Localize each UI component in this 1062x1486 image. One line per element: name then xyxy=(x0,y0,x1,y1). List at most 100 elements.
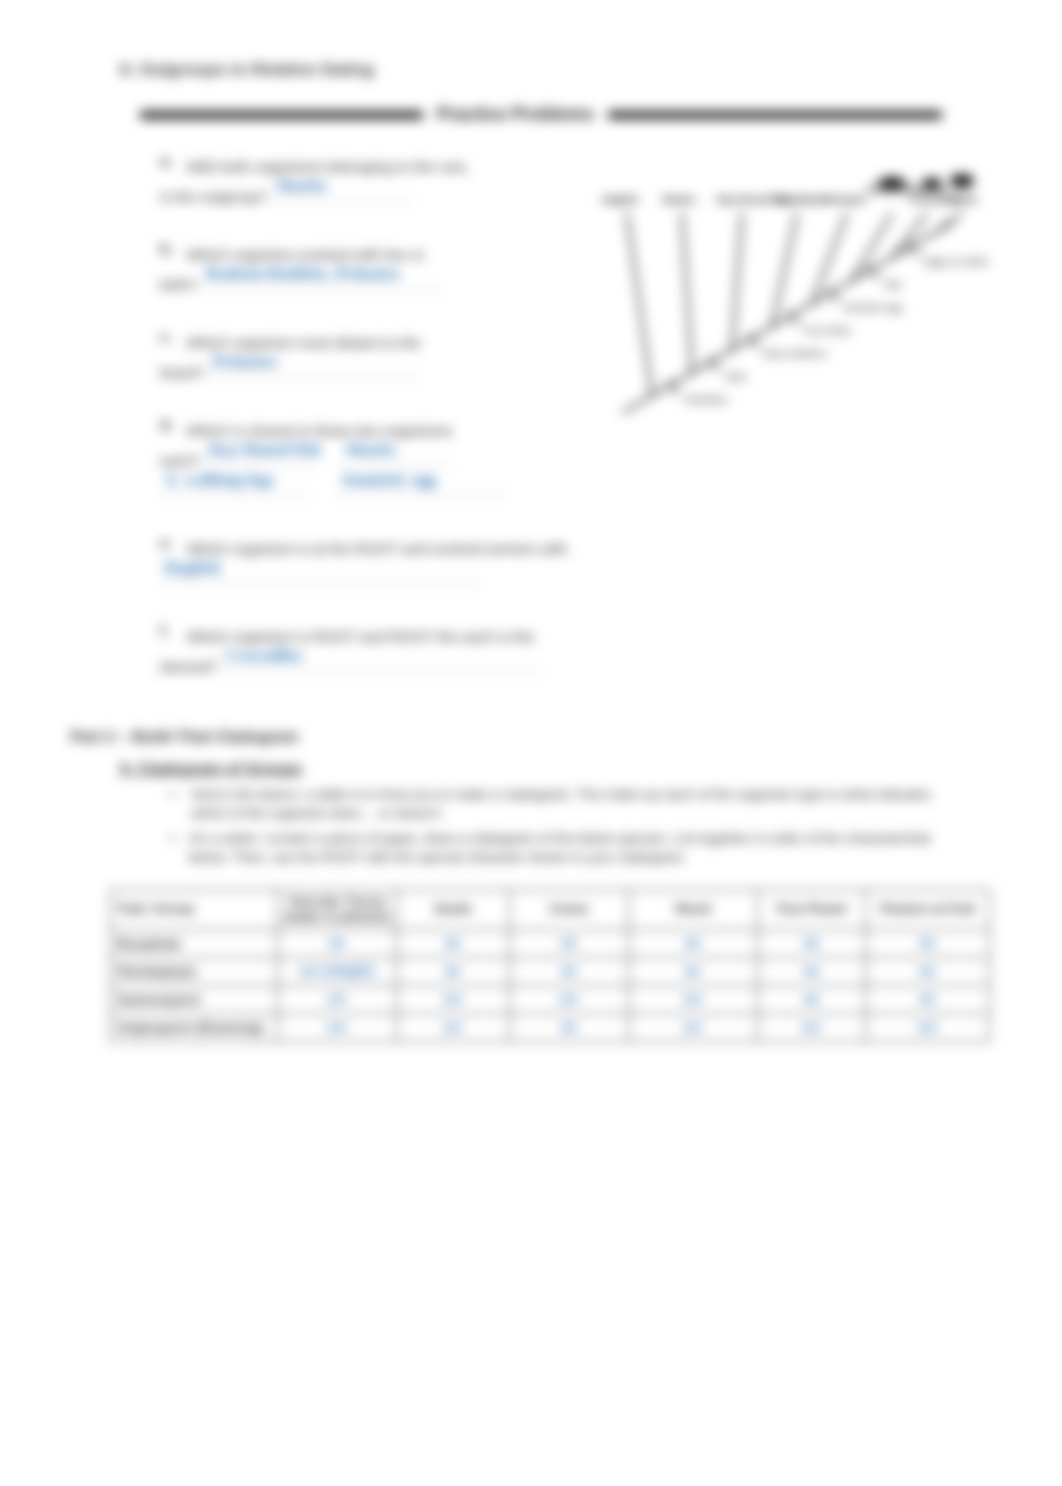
question-b: b. Which organism evolved with live or b… xyxy=(160,241,582,301)
q-text-b: is the outgroup? xyxy=(160,189,268,206)
cell-value: yes xyxy=(327,991,347,1007)
answer: Crocodiles xyxy=(226,639,303,673)
answer: Hagfish xyxy=(164,551,221,585)
bullet-text: On a white / scratch a piece of paper, d… xyxy=(189,829,962,867)
cell-value: yes xyxy=(917,1019,937,1035)
sub-heading: 9. Cladogram of Groups xyxy=(120,761,992,779)
table-header-row: Trait / Group Vascular Tissue (water & p… xyxy=(111,889,990,930)
section2-title: Part 2 – Build That Cladogram xyxy=(70,729,992,747)
col-header: Vascular Tissue (water & phloem) xyxy=(278,889,397,930)
cell-value: no xyxy=(804,991,820,1007)
table-row: Gymnosperm yes yes yes yes no no xyxy=(111,986,990,1014)
cell-value: yes xyxy=(443,991,463,1007)
q-text-b: lizard? xyxy=(160,365,204,382)
cladogram-diagram: Hagfish Sharks Ray-finned fish Amphibian… xyxy=(592,153,992,433)
answer: Ray-finned fish xyxy=(209,433,321,467)
col-header: Seeds xyxy=(396,889,509,930)
answer-blank: Amniotic egg xyxy=(336,480,506,497)
answer: Sharks xyxy=(345,433,396,467)
cell-value: no xyxy=(685,963,701,979)
cell-value: yes xyxy=(559,991,579,1007)
bullet-marker: • xyxy=(170,829,179,867)
cell-value: yes xyxy=(683,991,703,1007)
cell-value: no xyxy=(920,963,936,979)
q-num: a. xyxy=(160,153,182,170)
cell-value: no xyxy=(804,935,820,951)
edge-label: Hair xyxy=(884,280,903,291)
question-list: a. With both organisms belonging to the … xyxy=(160,153,582,711)
bullet-item: • Here's the basics: a table is in front… xyxy=(170,785,962,823)
q-num: e. xyxy=(160,535,182,552)
answer: Rodents/Rabbits, Primates xyxy=(206,257,401,291)
tip-label: Amphibians xyxy=(772,195,830,206)
cell-value: yes (simple) xyxy=(299,963,374,979)
cell-value: no xyxy=(561,963,577,979)
q-num: b. xyxy=(160,241,182,258)
q-num: f. xyxy=(160,623,182,640)
rule-right xyxy=(608,111,942,119)
question-d: d. Which is closest to these two organis… xyxy=(160,417,582,507)
section-lead: 8. Outgroups to Relative Dating xyxy=(120,60,992,80)
question-e: e. Which organism is at the ROOT and evo… xyxy=(160,535,582,595)
answer: Amniotic egg xyxy=(340,463,436,497)
edge-label: Four limbs xyxy=(804,326,851,337)
cell-value: no xyxy=(685,935,701,951)
col-header: Wood xyxy=(628,889,757,930)
edge-label: Vertebrae xyxy=(684,395,728,406)
edge-label: Amniotic egg xyxy=(844,303,902,314)
edge-label: Eggs w/ shells xyxy=(924,257,988,268)
row-label: Pteridophyte xyxy=(111,958,278,986)
answer: Primates xyxy=(212,345,277,379)
practice-title-row: Practice Problems xyxy=(140,104,942,125)
cell-value: yes xyxy=(683,1019,703,1035)
edge-label: Bony skeleton xyxy=(764,349,827,360)
cell-value: yes xyxy=(327,1019,347,1035)
cell-value: no xyxy=(804,963,820,979)
answer-blank: Primates xyxy=(208,362,418,379)
tip-label: Primates xyxy=(824,195,867,206)
cell-value: no xyxy=(561,1019,577,1035)
tip-label: Birds xyxy=(952,195,978,206)
tip-label: Sharks xyxy=(662,195,696,206)
q-text: With both organisms belonging to the roo… xyxy=(186,159,468,176)
table-row: Bryophyte no no no no no no xyxy=(111,930,990,958)
q-num: d. xyxy=(160,417,182,434)
table-row: Pteridophyte yes (simple) no no no no no xyxy=(111,958,990,986)
tip-label: Hagfish xyxy=(602,195,639,206)
q-text-b: birth? xyxy=(160,277,198,294)
col-header: Cones xyxy=(510,889,629,930)
question-c: c. Which organism most distant to the li… xyxy=(160,329,582,389)
cell-value: no xyxy=(920,935,936,951)
question-a: a. With both organisms belonging to the … xyxy=(160,153,582,213)
q-text: Which organism is at the ROOT and evolve… xyxy=(186,541,567,558)
table-row: Angiosperm (flowering) yes yes no yes ye… xyxy=(111,1014,990,1042)
cell-value: yes xyxy=(443,1019,463,1035)
trait-table: Trait / Group Vascular Tissue (water & p… xyxy=(110,889,990,1043)
answer-blank: Hagfish xyxy=(160,568,480,585)
answer-blank: A. walking legs xyxy=(160,480,310,497)
answer: A. walking legs xyxy=(164,463,274,497)
cell-value: yes xyxy=(801,1019,821,1035)
col-header: Flowers w/ fruit xyxy=(865,889,989,930)
answer-blank: Rodents/Rabbits, Primates xyxy=(202,274,442,291)
row-label: Angiosperm (flowering) xyxy=(111,1014,278,1042)
rule-left xyxy=(140,111,423,119)
instruction-bullets: • Here's the basics: a table is in front… xyxy=(170,785,962,867)
row-label: Bryophyte xyxy=(111,930,278,958)
row-label: Gymnosperm xyxy=(111,986,278,1014)
bullet-marker: • xyxy=(170,785,181,823)
practice-title: Practice Problems xyxy=(437,104,594,125)
cell-value: no xyxy=(920,991,936,1007)
edge-label: Jaws xyxy=(724,372,747,383)
col-header: Trait / Group xyxy=(111,889,278,930)
question-f: f. Which organism is ROOT and ROOT the e… xyxy=(160,623,582,683)
answer: Sharks xyxy=(276,169,327,203)
bullet-text: Here's the basics: a table is in front y… xyxy=(191,785,962,823)
q-num: c. xyxy=(160,329,182,346)
bullet-item: • On a white / scratch a piece of paper,… xyxy=(170,829,962,867)
answer-blank: Crocodiles xyxy=(222,656,542,673)
cell-value: no xyxy=(561,935,577,951)
cell-value: no xyxy=(445,963,461,979)
answer-blank: Sharks xyxy=(272,186,412,203)
col-header: True Flower xyxy=(758,889,866,930)
